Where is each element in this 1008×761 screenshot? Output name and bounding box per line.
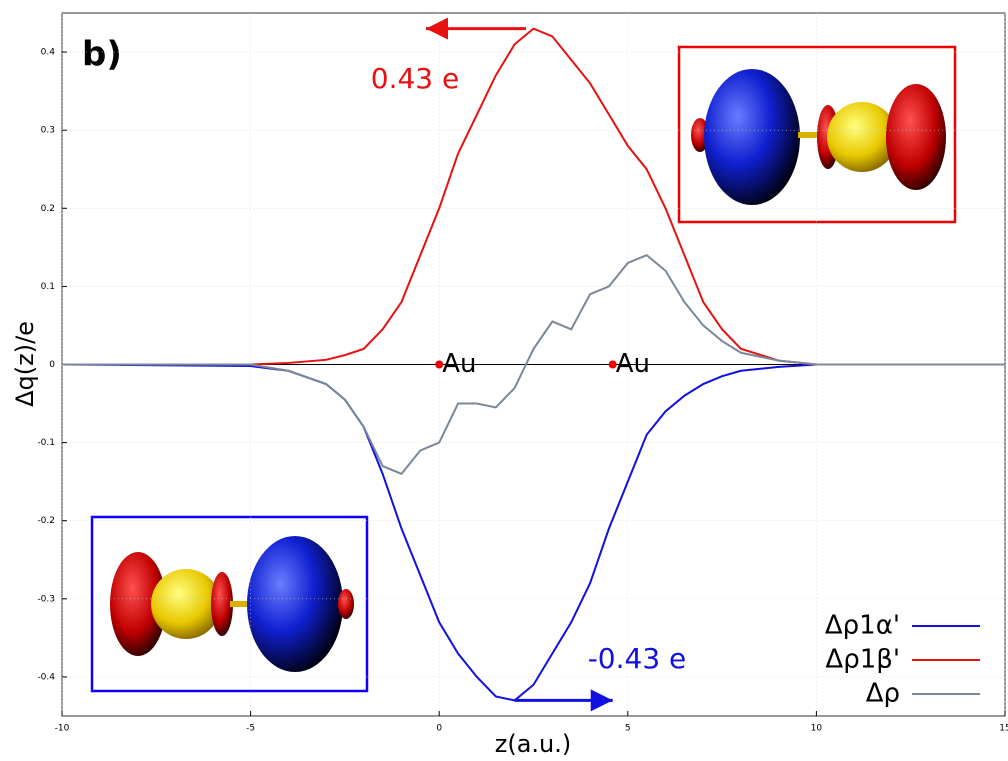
y-tick-label: 0.3 <box>41 126 55 136</box>
arrow-head <box>591 689 613 711</box>
y-tick-label: 0.2 <box>41 204 55 214</box>
y-axis-title: Δq(z)/e <box>11 321 39 407</box>
y-tick-label: -0.1 <box>37 438 55 448</box>
legend-label: Δρ1α' <box>825 611 900 641</box>
legend-label: Δρ1β' <box>825 645 900 675</box>
y-tick-label: 0 <box>49 360 55 370</box>
y-tick-label: 0.4 <box>41 48 56 58</box>
y-tick-label: -0.4 <box>37 672 55 682</box>
arrow-head <box>426 18 448 40</box>
atom-label: Au <box>616 349 650 379</box>
inset-top <box>679 47 955 222</box>
y-tick-label: -0.3 <box>37 594 55 604</box>
chart: b) z(a.u.) Δq(z)/e -0.4 -0.3 -0.2 -0.1 0 0.1 0… <box>0 0 1008 761</box>
y-tick-label: -0.2 <box>37 516 55 526</box>
legend-label: Δρ <box>866 679 900 709</box>
inset-bottom <box>92 517 367 691</box>
x-axis-title: z(a.u.) <box>495 730 572 758</box>
x-tick-label: 15 <box>999 724 1008 734</box>
annotation: 0.43 e <box>371 62 459 95</box>
x-tick-label: -5 <box>246 724 255 734</box>
y-tick-label: 0.1 <box>41 282 55 292</box>
x-tick-label: 10 <box>811 724 823 734</box>
x-tick-label: 5 <box>625 724 631 734</box>
x-tick-label: -10 <box>55 724 70 734</box>
panel-label: b) <box>82 35 122 75</box>
atom-label: Au <box>442 349 476 379</box>
x-tick-label: 0 <box>436 724 442 734</box>
annotation: -0.43 e <box>588 642 687 675</box>
